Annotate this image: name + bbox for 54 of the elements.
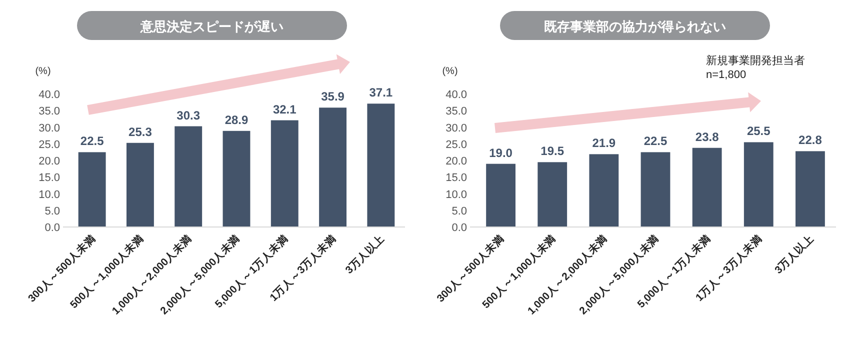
bar — [744, 142, 774, 227]
data-label: 25.5 — [746, 124, 771, 138]
data-label: 28.9 — [224, 112, 248, 127]
y-tick-label: 25.0 — [38, 138, 60, 151]
bar — [270, 120, 298, 227]
y-tick-label: 15.0 — [446, 172, 467, 184]
data-label: 21.9 — [592, 136, 616, 150]
y-tick-label: 35.0 — [446, 106, 467, 118]
x-tick-label: 3万人以上 — [772, 232, 816, 276]
bar — [367, 104, 395, 227]
y-tick-label: 30.0 — [446, 122, 467, 134]
data-label: 22.5 — [644, 134, 668, 148]
bar — [640, 152, 670, 227]
y-tick-label: 0.0 — [44, 222, 60, 234]
y-tick-label: 0.0 — [452, 222, 467, 234]
y-tick-label: 20.0 — [446, 156, 467, 168]
y-axis-title: (%) — [35, 66, 51, 77]
y-tick-label: 5.0 — [452, 205, 467, 218]
bar — [126, 142, 154, 227]
bar — [174, 126, 202, 227]
data-label: 22.8 — [798, 133, 822, 148]
data-label: 35.9 — [321, 90, 345, 104]
data-label: 32.1 — [272, 102, 297, 116]
bar — [538, 162, 568, 227]
bar — [319, 108, 347, 227]
bar — [692, 148, 722, 227]
bar — [78, 152, 106, 227]
y-axis-title: (%) — [442, 66, 458, 77]
text: 新規事業開発担当者 — [706, 54, 805, 67]
bar — [589, 154, 619, 227]
data-label: 19.5 — [540, 144, 564, 158]
chart-title: 意思決定スピードが遅い — [140, 19, 284, 34]
data-label: 19.0 — [489, 146, 513, 160]
data-label: 37.1 — [369, 86, 393, 100]
y-tick-label: 15.0 — [38, 172, 60, 184]
y-tick-label: 5.0 — [44, 205, 60, 218]
data-label: 30.3 — [176, 108, 200, 122]
y-tick-label: 25.0 — [446, 138, 467, 151]
text: n=1,800 — [706, 69, 746, 81]
y-tick-label: 40.0 — [38, 89, 60, 101]
y-tick-label: 35.0 — [38, 106, 60, 118]
bar — [222, 130, 250, 227]
y-tick-label: 30.0 — [38, 122, 60, 134]
y-tick-label: 40.0 — [446, 89, 467, 101]
data-label: 25.3 — [128, 124, 152, 139]
bar — [796, 151, 825, 227]
y-tick-label: 20.0 — [38, 156, 60, 168]
data-label: 22.5 — [80, 134, 104, 148]
data-label: 23.8 — [695, 130, 720, 144]
bar — [486, 164, 516, 227]
x-tick-label: 3万人以上 — [342, 232, 388, 276]
y-tick-label: 10.0 — [38, 188, 60, 201]
y-tick-label: 10.0 — [446, 188, 467, 201]
chart-title: 既存事業部の協力が得られない — [544, 19, 726, 34]
